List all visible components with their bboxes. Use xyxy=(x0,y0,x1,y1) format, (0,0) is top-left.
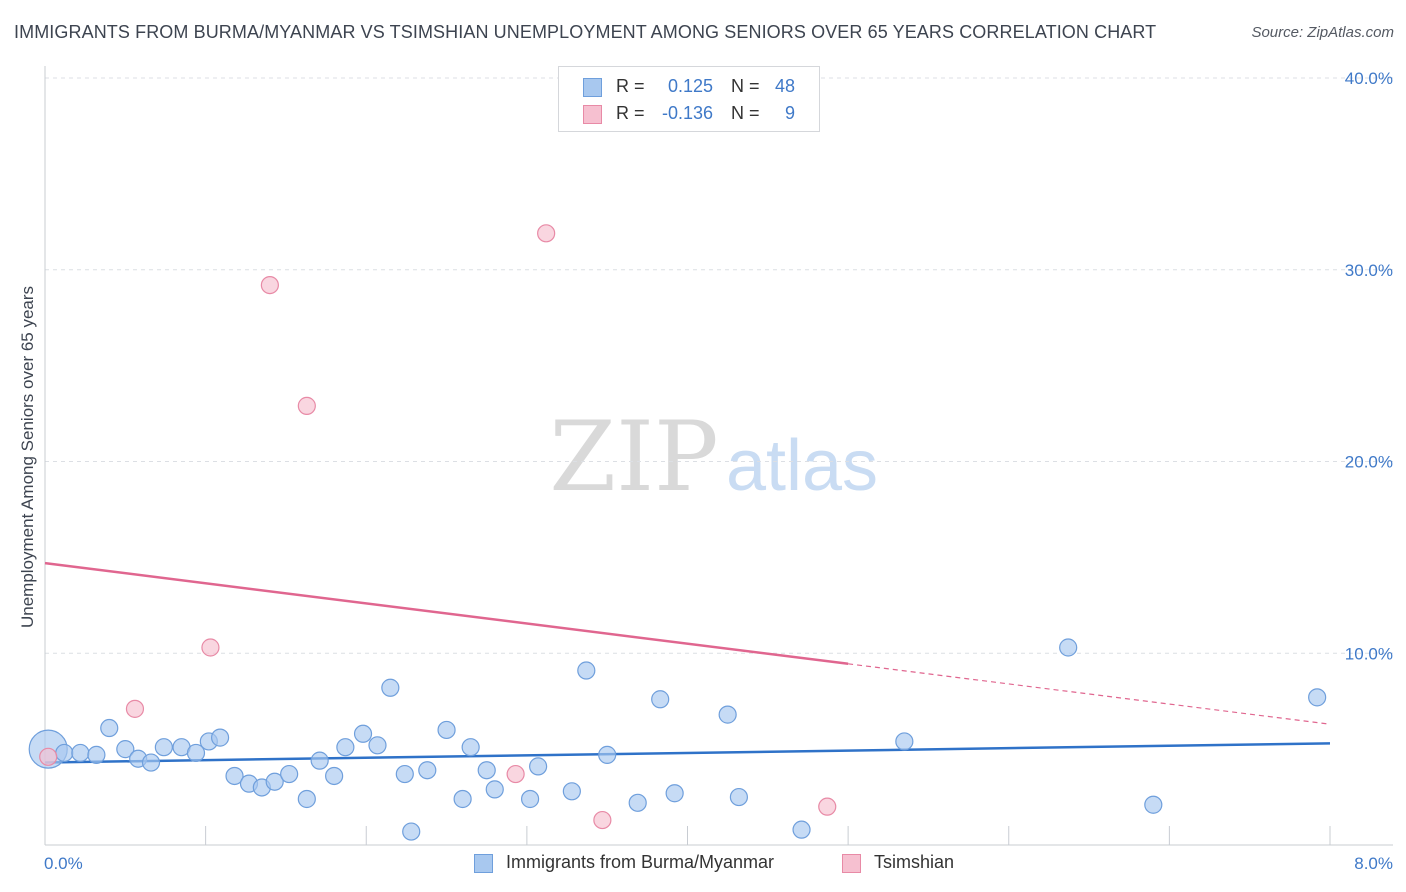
point-burma xyxy=(1059,638,1078,657)
point-burma xyxy=(141,753,161,772)
point-burma xyxy=(116,740,135,759)
point-burma xyxy=(718,705,737,724)
point-burma xyxy=(665,784,684,803)
watermark-atlas: atlas xyxy=(726,426,878,506)
x-tick-label: 0.0% xyxy=(44,854,83,873)
point-burma xyxy=(395,764,414,784)
point-burma xyxy=(154,738,173,757)
series-swatch-tsimshian xyxy=(842,854,861,873)
legend-r-value: 0.125 xyxy=(667,76,713,96)
point-burma xyxy=(381,678,400,697)
legend-r-value: -0.136 xyxy=(661,103,713,123)
point-burma xyxy=(87,745,106,764)
legend-n-label: N = xyxy=(731,76,760,96)
point-burma xyxy=(1308,688,1327,707)
point-burma xyxy=(402,822,421,841)
point-burma xyxy=(792,820,811,839)
point-burma xyxy=(368,736,387,755)
legend-n-value: 48 xyxy=(774,76,795,96)
y-tick-label: 40.0% xyxy=(1345,69,1393,88)
point-burma xyxy=(1144,795,1163,814)
trend-line-0 xyxy=(44,742,1331,764)
series-label-burma: Immigrants from Burma/Myanmar xyxy=(506,852,775,872)
x-tick-label: 8.0% xyxy=(1354,854,1393,873)
point-tsimshian xyxy=(593,810,612,830)
point-burma xyxy=(265,772,284,791)
point-burma xyxy=(71,743,90,763)
point-burma xyxy=(485,780,504,799)
legend-n-label: N = xyxy=(731,103,760,123)
point-burma xyxy=(297,789,316,809)
point-tsimshian xyxy=(39,747,58,766)
point-burma xyxy=(598,745,617,764)
point-burma xyxy=(562,782,581,801)
y-tick-label: 20.0% xyxy=(1345,453,1393,472)
point-burma xyxy=(437,720,456,740)
point-burma xyxy=(353,724,373,743)
legend-r-label: R = xyxy=(616,103,645,123)
series-legend: Immigrants from Burma/Myanmar Tsimshian xyxy=(0,851,1406,877)
point-burma xyxy=(418,761,437,780)
point-burma xyxy=(453,789,472,809)
point-burma xyxy=(310,751,329,770)
point-burma xyxy=(895,732,914,751)
series-label-tsimshian: Tsimshian xyxy=(874,852,955,872)
correlation-legend: R = 0.125 N = 48 R = -0.136 N = 9 xyxy=(558,66,820,132)
point-tsimshian xyxy=(201,638,220,657)
point-tsimshian xyxy=(818,797,837,816)
point-burma xyxy=(520,789,540,809)
legend-n-value: 9 xyxy=(784,103,795,123)
point-burma xyxy=(477,761,496,780)
point-tsimshian xyxy=(297,396,316,415)
y-tick-label: 10.0% xyxy=(1345,644,1393,663)
legend-r-label: R = xyxy=(616,76,645,96)
y-tick-label: 30.0% xyxy=(1345,261,1393,280)
trend-line-dashed-1 xyxy=(848,663,1331,725)
legend-swatch-tsimshian xyxy=(583,105,602,124)
point-burma xyxy=(225,766,244,786)
point-tsimshian xyxy=(260,275,279,295)
point-tsimshian xyxy=(537,224,556,243)
watermark-zip: ZIP xyxy=(549,401,718,513)
point-burma xyxy=(210,728,230,747)
point-burma xyxy=(325,766,344,786)
point-burma xyxy=(55,743,74,763)
point-burma xyxy=(461,738,480,757)
point-burma xyxy=(280,764,299,784)
point-tsimshian xyxy=(506,764,525,784)
point-burma xyxy=(651,690,670,709)
series-swatch-burma xyxy=(474,854,493,873)
point-burma xyxy=(729,787,749,807)
point-burma xyxy=(336,738,355,757)
legend-swatch-burma xyxy=(583,78,602,97)
point-tsimshian xyxy=(125,699,145,718)
chart-title: IMMIGRANTS FROM BURMA/MYANMAR VS TSIMSHI… xyxy=(14,22,1157,42)
point-burma xyxy=(577,661,596,680)
point-burma xyxy=(186,743,206,763)
point-burma xyxy=(628,793,647,812)
source-label: Source: ZipAtlas.com xyxy=(1251,24,1394,41)
trend-line-1 xyxy=(44,561,849,666)
point-burma xyxy=(529,757,548,776)
point-burma xyxy=(100,718,119,738)
